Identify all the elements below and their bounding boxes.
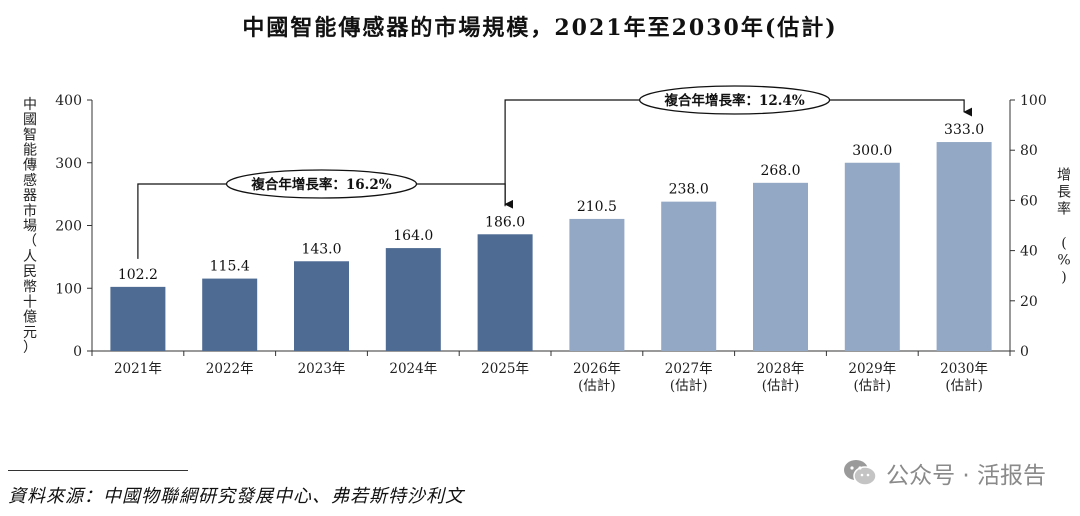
bar: [110, 286, 166, 351]
x-tick-label: 2030年(估計): [940, 361, 988, 394]
data-label: 333.0: [944, 122, 984, 138]
y-tick-label: 400: [55, 93, 82, 109]
watermark: 公众号 · 活报告: [842, 456, 1046, 490]
chart-title: 中國智能傳感器的市場規模，2021年至2030年(估計): [242, 15, 838, 41]
x-tick-label: 2029年(估計): [848, 361, 896, 394]
y-tick-label: 100: [55, 281, 82, 297]
y2-axis-label: 增長率 (%): [1057, 168, 1071, 286]
y-axis-label: 中國智能傳感器市場（人民幣十億元）: [23, 97, 37, 356]
bar: [294, 261, 349, 351]
y-tick-label: 200: [55, 219, 82, 235]
bar: [385, 248, 441, 351]
source-note: 資料來源：中國物聯網研究發展中心、弗若斯特沙利文: [8, 486, 464, 507]
bar: [936, 142, 992, 351]
data-label: 164.0: [393, 228, 433, 244]
bar: [477, 234, 533, 351]
y-tick-label: 300: [55, 156, 82, 172]
cagr-bubble: [225, 169, 418, 199]
data-label: 186.0: [485, 214, 525, 230]
data-label: 115.4: [210, 259, 250, 275]
x-tick-label: 2024年: [389, 361, 437, 377]
x-tick-label: 2021年: [114, 361, 162, 377]
data-label: 143.0: [301, 241, 341, 257]
data-label: 268.0: [760, 163, 800, 179]
x-tick-label: 2025年: [481, 361, 529, 377]
x-tick-label: 2022年: [206, 361, 254, 377]
data-label: 300.0: [852, 143, 892, 159]
y-tick-label: 0: [73, 344, 82, 360]
watermark-text: 公众号 · 活报告: [886, 463, 1046, 489]
bar: [202, 278, 258, 351]
bar-chart: 0 100 200 300 400 0 20 40 60 80 100 中國智能傳感器市場（人民幣十億…: [23, 85, 1071, 394]
cagr-label: 複合年增長率：12.4%: [663, 92, 804, 109]
x-tick-label: 2028年(估計): [757, 361, 805, 394]
data-label: 102.2: [118, 267, 158, 283]
y2-tick-label: 60: [1020, 193, 1038, 209]
bar: [661, 201, 717, 351]
y2-tick-label: 0: [1020, 344, 1029, 360]
cagr-bubble: [638, 85, 831, 115]
y2-tick-label: 100: [1020, 93, 1047, 109]
y2-tick-label: 20: [1020, 294, 1038, 310]
wechat-icon: [844, 460, 877, 486]
bar: [569, 218, 625, 351]
bar: [753, 182, 808, 351]
cagr-label: 複合年增長率：16.2%: [250, 176, 391, 193]
bar: [844, 162, 900, 351]
x-tick-label: 2027年(估計): [665, 361, 713, 394]
footnote-divider: [8, 470, 188, 471]
data-label: 238.0: [669, 182, 709, 198]
data-label: 210.5: [577, 199, 617, 215]
y2-tick-label: 80: [1020, 143, 1038, 159]
x-tick-label: 2023年: [298, 361, 346, 377]
y2-tick-label: 40: [1020, 244, 1038, 260]
x-tick-label: 2026年(估計): [573, 361, 621, 394]
